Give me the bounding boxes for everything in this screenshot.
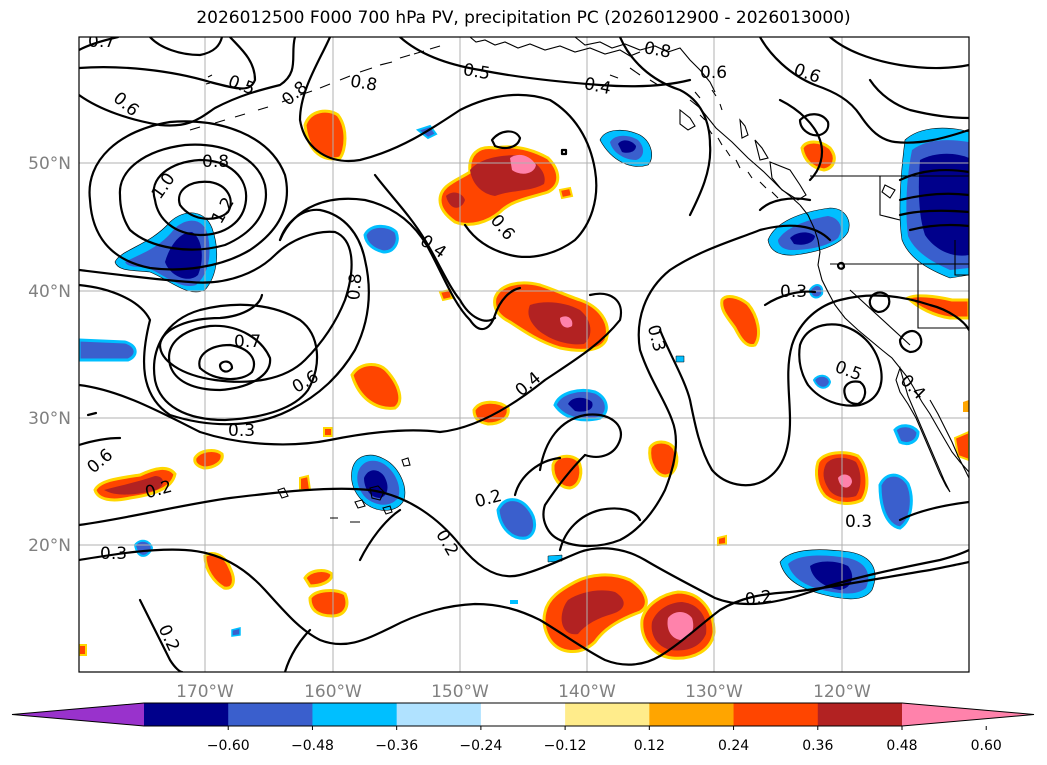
colorbar-segment — [228, 703, 313, 726]
precip-positive-small-6 — [79, 644, 87, 656]
precip-positive-mid-2 — [472, 400, 510, 426]
lat-tick-label: 50°N — [28, 154, 71, 174]
lon-tick-label: 140°W — [558, 682, 616, 702]
lon-tick-label: 120°W — [813, 682, 871, 702]
precip-negative-offshore-ca — [767, 207, 850, 256]
precip-positive-mid-3 — [551, 454, 583, 490]
precip-negative-small-9 — [675, 355, 685, 363]
precip-positive-west-2 — [193, 449, 224, 470]
colorbar-tick-label: 0.12 — [634, 738, 665, 754]
precip-positive-west-subtropics — [93, 467, 177, 502]
contour-label: 0.7 — [88, 32, 115, 52]
precip-negative-small-6 — [133, 539, 154, 557]
precip-positive-small-5 — [717, 534, 727, 547]
colorbar: −0.60 −0.48 −0.36 −0.24 −0.12 0.12 0.24 0.36 0.4… — [11, 702, 1035, 754]
precip-negative-small-10 — [510, 600, 518, 604]
pv-contours — [79, 37, 969, 672]
precip-negative-small-1 — [363, 224, 399, 254]
contour-label: 0.3 — [780, 282, 807, 302]
coastlines — [189, 37, 969, 523]
contour-label: 0.3 — [228, 421, 255, 441]
precip-negative-edge-west — [79, 338, 137, 362]
contour-label: 0.8 — [202, 152, 229, 172]
colorbar-tick-label: −0.12 — [544, 738, 587, 754]
colorbar-outline — [11, 702, 1035, 727]
contour-label: 0.3 — [100, 544, 127, 564]
precip-positive-small-3 — [299, 474, 312, 491]
precip-negative-small-3 — [893, 424, 920, 446]
colorbar-tick-label: −0.48 — [291, 738, 334, 754]
colorbar-tick-label: −0.36 — [375, 738, 418, 754]
precip-positive-small-2 — [558, 186, 574, 200]
lat-tick-label: 30°N — [28, 409, 71, 429]
precip-positive-mexico — [953, 430, 969, 462]
precip-positive-east-1 — [720, 295, 760, 348]
lat-tick-label: 40°N — [28, 282, 71, 302]
contour-label: 0.2 — [744, 587, 774, 611]
colorbar-segment — [480, 703, 566, 726]
colorbar-segment — [396, 703, 482, 726]
colorbar-tick-label: 0.60 — [971, 738, 1002, 754]
lat-tick-label: 20°N — [28, 536, 71, 556]
colorbar-extend-max — [902, 703, 1034, 726]
lon-tick-label: 130°W — [685, 682, 743, 702]
lon-tick-label: 160°W — [304, 682, 362, 702]
precip-positive-gulf-alaska — [438, 145, 560, 226]
colorbar-tick-label: −0.24 — [459, 738, 502, 754]
colorbar-segment — [312, 703, 398, 726]
colorbar-segment — [649, 703, 735, 726]
colorbar-tick-label: 0.24 — [718, 738, 749, 754]
colorbar-segment — [144, 703, 229, 726]
contour-label: 0.7 — [234, 332, 261, 352]
precip-positive-north-1 — [303, 109, 347, 161]
precip-blobs — [79, 109, 969, 660]
colorbar-tick-label: 0.48 — [886, 738, 917, 754]
lon-tick-label: 150°W — [431, 682, 489, 702]
colorbar-segment — [733, 703, 819, 726]
precip-positive-south-center — [542, 573, 648, 653]
precip-negative-baja — [878, 473, 913, 530]
contour-label: 0.8 — [642, 38, 672, 62]
contour-label: 0.5 — [462, 60, 492, 84]
contour-label: 0.3 — [845, 512, 872, 532]
precip-positive-mid-1 — [350, 363, 402, 410]
precip-positive-west-5 — [303, 569, 334, 588]
colorbar-tick-label: −0.60 — [207, 738, 250, 754]
precip-positive-small-4 — [323, 427, 333, 437]
lat-tick-labels: 50°N 40°N 30°N 20°N — [28, 154, 71, 556]
precip-positive-west-3 — [203, 552, 235, 590]
map-frame — [78, 36, 970, 673]
precip-negative-small-8 — [231, 627, 241, 637]
map-title: 2026012500 F000 700 hPa PV, precipitatio… — [196, 8, 851, 28]
colorbar-extend-min — [12, 703, 144, 726]
colorbar-segment — [565, 703, 650, 726]
lon-tick-labels: 170°W 160°W 150°W 140°W 130°W 120°W — [176, 682, 871, 702]
precip-positive-small-7 — [963, 400, 969, 412]
contour-label: 0.8 — [344, 272, 366, 301]
precip-positive-central-north — [493, 281, 609, 352]
precip-negative-central — [496, 498, 536, 540]
lon-tick-label: 170°W — [176, 682, 234, 702]
contour-label: 0.8 — [349, 71, 379, 95]
precip-positive-south-east — [640, 590, 716, 660]
precip-negative-west-coast — [899, 127, 969, 279]
contour-label: 0.6 — [700, 63, 727, 83]
colorbar-tick-label: 0.36 — [802, 738, 833, 754]
precip-negative-small-4 — [812, 374, 832, 389]
precip-positive-west-4 — [308, 589, 349, 618]
colorbar-segment — [817, 703, 903, 726]
precip-negative-northcentral — [599, 130, 653, 167]
precip-positive-mid-4 — [648, 440, 679, 478]
